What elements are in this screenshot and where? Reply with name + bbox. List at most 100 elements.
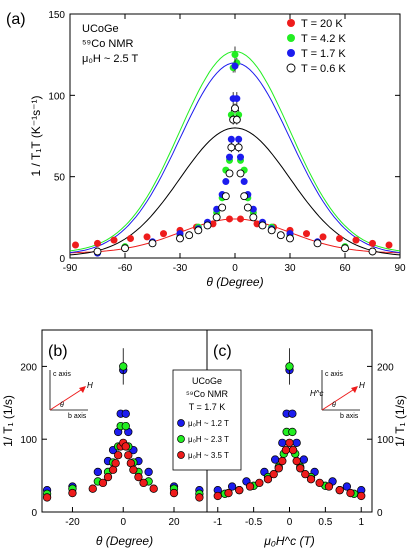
data-point <box>103 472 113 482</box>
data-point <box>342 482 352 491</box>
data-point <box>306 475 316 484</box>
inset-diagram: c axis b axis Hθ H^c <box>310 370 365 420</box>
data-point <box>285 362 294 371</box>
data-point <box>148 239 157 248</box>
data-point <box>278 456 287 466</box>
data-point <box>222 178 230 186</box>
data-point <box>212 213 221 222</box>
x-tick-label: 0.5 <box>318 517 332 528</box>
data-point <box>263 475 273 484</box>
legend-label: T = 4.2 K <box>301 33 346 45</box>
y-axis-label: 1/ T₁ (1/s) <box>393 395 407 447</box>
x-tick-label: 60 <box>339 263 351 274</box>
data-point <box>185 231 194 240</box>
panel-label: (a) <box>6 11 26 28</box>
data-point <box>281 445 291 455</box>
data-point <box>114 451 123 460</box>
x-axis-label: μ₀H^c (T) <box>263 534 315 548</box>
nucleus-label: ⁵⁹Co NMR <box>82 38 133 50</box>
data-point <box>233 95 241 103</box>
x-tick-label: -0.5 <box>245 517 263 528</box>
panel-label: (c) <box>213 343 232 360</box>
legend-marker <box>177 435 185 443</box>
data-point <box>227 482 237 491</box>
legend-marker <box>287 49 295 57</box>
data-point <box>226 153 233 161</box>
y-tick-label: 150 <box>48 10 65 21</box>
data-point <box>324 482 334 491</box>
x-tick-label: 0 <box>232 263 238 274</box>
x-tick-label: -30 <box>173 263 188 274</box>
data-point <box>194 226 203 235</box>
panel-c: -1 -0.5 0 0.5 1 0 100 200 (c) μ₀H^c (T) 1/ T₁ (1/s… <box>206 329 407 548</box>
data-point <box>286 234 294 243</box>
data-point <box>299 455 308 464</box>
data-point <box>221 192 230 201</box>
data-point <box>203 221 212 230</box>
data-point <box>231 51 239 59</box>
x-tick-label: 0 <box>120 517 126 528</box>
data-point <box>288 409 297 418</box>
data-point <box>129 465 138 474</box>
data-point <box>385 241 393 249</box>
data-point <box>368 247 377 256</box>
legend-marker <box>287 19 295 27</box>
data-point <box>346 488 355 498</box>
data-point <box>269 469 278 479</box>
data-point <box>121 409 130 418</box>
x-tick-label: -60 <box>118 263 133 274</box>
data-point <box>288 427 297 437</box>
fit-curve <box>69 62 401 254</box>
y-tick-label: 100 <box>377 435 394 446</box>
data-point <box>121 442 130 451</box>
data-point <box>143 233 151 241</box>
data-point <box>267 226 276 235</box>
data-point <box>240 192 249 201</box>
inset-diagram: c axis b axis Hθ <box>49 370 93 420</box>
data-point <box>169 488 179 498</box>
fit-curve <box>70 218 400 254</box>
data-point <box>255 478 264 488</box>
data-point <box>119 362 128 371</box>
data-point <box>121 421 130 431</box>
x-axis-label: θ (Degree) <box>206 275 263 289</box>
data-point <box>42 493 52 502</box>
legend-label: T = 20 K <box>301 18 343 30</box>
data-point <box>227 143 236 152</box>
inset-y-axis-label: c axis <box>53 371 71 378</box>
data-point <box>271 455 280 464</box>
legend-entry: μ₀H ~ 1.2 T <box>188 419 229 428</box>
legend-entry: μ₀H ~ 2.3 T <box>188 435 229 444</box>
y-axis-label: 1 / T₁T (K⁻¹s⁻¹) <box>29 96 43 177</box>
data-point <box>276 231 285 240</box>
data-point <box>72 241 79 249</box>
legend-label: T = 1.7 K <box>301 48 346 60</box>
x-tick-label: 1 <box>358 517 364 528</box>
data-point <box>213 491 222 501</box>
data-point <box>235 486 244 495</box>
legend-marker <box>177 451 185 459</box>
y-axis-label: 1/ T₁ (1/s) <box>1 395 15 447</box>
fit-curve <box>69 50 401 252</box>
y-tick-label: 100 <box>48 91 65 102</box>
panel-a: -90 -60 -30 0 30 60 90 0 50 100 150 (a) θ (Degree) 1 … <box>6 10 406 289</box>
inset-vector-label: H <box>359 381 365 390</box>
y-tick-label: 0 <box>59 254 65 265</box>
data-point <box>301 469 310 479</box>
x-tick-label: 90 <box>394 263 406 274</box>
data-point <box>218 203 227 212</box>
sample-label: UCoGe <box>82 23 119 35</box>
legend-nucleus: ⁵⁹Co NMR <box>186 389 229 399</box>
data-point <box>98 478 108 488</box>
data-point <box>235 135 243 143</box>
data-point <box>176 234 184 243</box>
y-tick-label: 200 <box>20 362 37 373</box>
data-point <box>278 438 287 447</box>
inset-arrowhead <box>351 386 358 393</box>
legend-label: T = 0.6 K <box>301 63 346 75</box>
data-point <box>313 239 322 248</box>
data-point <box>226 215 233 223</box>
data-point <box>231 62 239 70</box>
